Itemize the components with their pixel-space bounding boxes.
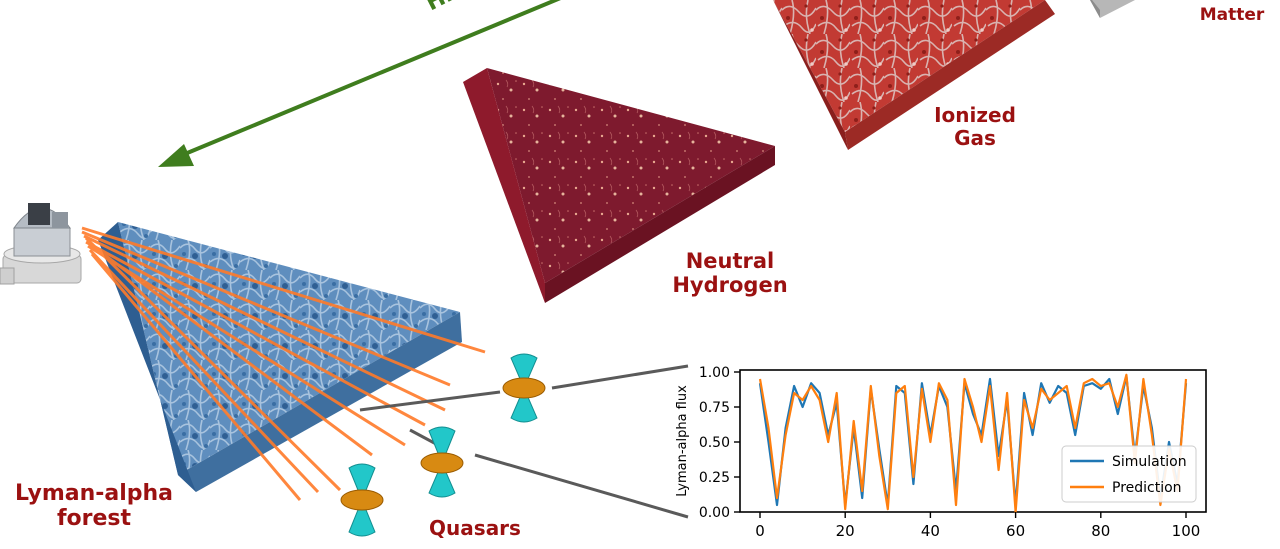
quasars-label: Quasars <box>429 516 521 540</box>
x-tick-label: 60 <box>1006 522 1025 540</box>
neutral-hydrogen-label: Neutral Hydrogen <box>672 249 788 298</box>
x-tick-label: 40 <box>921 522 940 540</box>
ionized-gas-slab <box>773 0 1055 150</box>
y-tick-label: 0.50 <box>699 435 730 451</box>
y-tick-label: 0.25 <box>699 470 730 486</box>
telescope-icon <box>0 203 82 285</box>
dark-matter-label: Dark Matter <box>1199 0 1265 25</box>
chart-y-axis-label: Lyman-alpha flux <box>675 385 690 497</box>
quasar-icon-top <box>502 353 546 423</box>
chart-legend: Simulation Prediction <box>1061 445 1197 503</box>
quasar-icon-bottom <box>340 463 384 537</box>
y-tick-label: 0.75 <box>699 400 730 416</box>
series-line-prediction <box>758 373 1188 514</box>
sightline-skewers <box>81 226 486 501</box>
neutral-hydrogen-slab <box>463 68 775 303</box>
x-tick-label: 0 <box>755 522 765 540</box>
x-tick-label: 100 <box>1172 522 1201 540</box>
flux-chart: 0.00 0.25 0.50 0.75 1.00 0 20 40 60 80 100 Lyman-… <box>675 365 1207 540</box>
ionized-gas-label: Ionized Gas <box>934 103 1016 150</box>
quasar-icon-middle <box>420 426 464 498</box>
legend-label-prediction: Prediction <box>1112 480 1182 496</box>
hierarchy-arrow <box>158 0 561 167</box>
chart-x-ticks: 0 20 40 60 80 100 <box>755 512 1200 540</box>
x-tick-label: 20 <box>836 522 855 540</box>
y-tick-label: 0.00 <box>699 505 730 521</box>
lyman-alpha-forest-label: Lyman-alpha forest <box>14 481 174 532</box>
y-tick-label: 1.00 <box>699 365 730 381</box>
chart-y-ticks: 0.00 0.25 0.50 0.75 1.00 <box>699 365 740 521</box>
x-tick-label: 80 <box>1091 522 1110 540</box>
connector-lines <box>359 364 689 519</box>
legend-label-simulation: Simulation <box>1112 454 1187 470</box>
dark-matter-slab <box>1090 0 1135 18</box>
chart-series-group <box>758 373 1188 514</box>
